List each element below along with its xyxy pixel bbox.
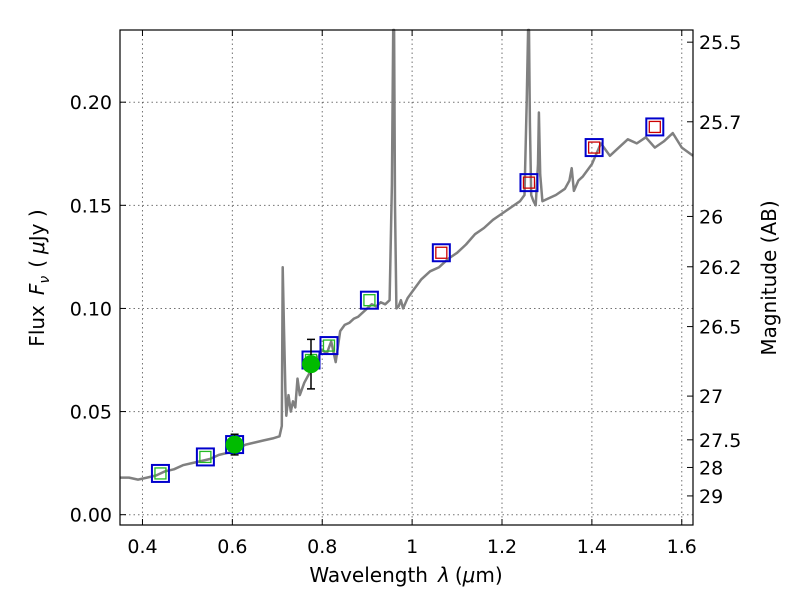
detection-points xyxy=(225,338,320,456)
y2-tick-label: 28 xyxy=(699,457,723,479)
photometry-point-outer xyxy=(519,173,539,193)
photometry-point-inner xyxy=(199,450,212,464)
x-axis-label: Wavelength λ (μm) xyxy=(309,563,502,587)
y-tick-label: 0.05 xyxy=(70,402,112,424)
y-tick-label: 0.15 xyxy=(70,195,112,217)
y-tick-label: 0.00 xyxy=(70,505,112,527)
photometry-point-outer xyxy=(150,463,170,483)
y2-tick-label: 27.5 xyxy=(699,430,741,452)
x-tick-label: 1.2 xyxy=(487,536,517,558)
detection-point xyxy=(225,435,244,454)
x-tick-label: 1.4 xyxy=(577,536,607,558)
axis-ticks: 0.4 0.6 0.8 1 1.2 1.4 1.6 0.00 0.05 0.10 0.15 0.20 2… xyxy=(70,30,741,558)
spectrum-line xyxy=(120,28,694,481)
y-tick-label: 0.20 xyxy=(70,92,112,114)
photometry-point-inner xyxy=(363,294,376,307)
photometry-point-outer xyxy=(645,117,665,137)
y-tick-label: 0.10 xyxy=(70,298,112,320)
y2-tick-label: 26.5 xyxy=(699,317,741,339)
y2-tick-label: 27 xyxy=(699,386,723,408)
photometry-point-outer xyxy=(584,138,604,158)
y2-tick-label: 25.5 xyxy=(699,32,741,54)
y2-tick-label: 29 xyxy=(699,486,723,508)
x-tick-label: 1.6 xyxy=(667,536,697,558)
plot-frame xyxy=(119,29,694,526)
x-tick-label: 1 xyxy=(406,536,418,558)
photometry-point-inner xyxy=(154,467,167,480)
y2-tick-label: 26 xyxy=(699,206,723,228)
x-tick-label: 0.8 xyxy=(307,536,337,558)
x-tick-label: 0.6 xyxy=(217,536,247,558)
photometry-point-inner xyxy=(587,141,601,154)
grid-lines xyxy=(120,30,693,525)
photometry-point-outer xyxy=(195,447,215,467)
y-axis-label: FluxFν(μJy ) xyxy=(25,209,53,346)
x-tick-label: 0.4 xyxy=(127,536,157,558)
photometry-point-inner xyxy=(322,339,336,352)
detection-point xyxy=(302,355,320,374)
photometry-point-inner xyxy=(648,120,661,134)
y2-axis-label: Magnitude (AB) xyxy=(757,200,781,355)
photometry-point-outer xyxy=(431,243,451,263)
y2-tick-label: 25.7 xyxy=(699,112,741,134)
y2-tick-label: 26.2 xyxy=(699,257,741,279)
photometry-point-inner xyxy=(435,246,448,259)
photometry-point-outer xyxy=(359,290,379,310)
photometry-point-outer xyxy=(319,336,339,356)
photometry-point-inner xyxy=(522,176,536,189)
